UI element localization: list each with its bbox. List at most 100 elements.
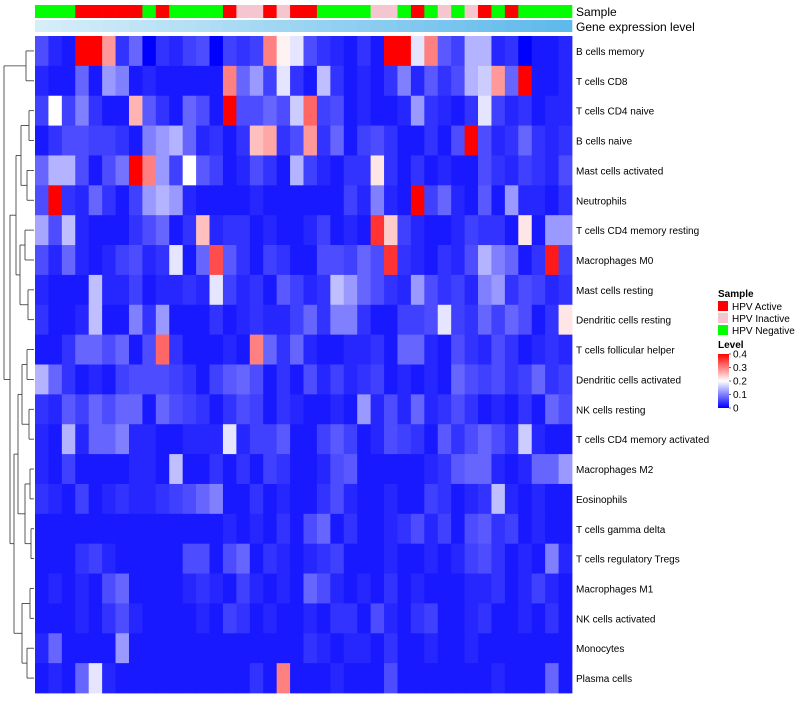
heatmap-cell — [155, 394, 170, 425]
heatmap-cell — [303, 603, 318, 634]
heatmap-cell — [451, 36, 465, 67]
heatmap-cell — [504, 424, 519, 455]
heatmap-cell — [384, 95, 398, 126]
sample-cell — [357, 5, 371, 18]
heatmap-cell — [61, 573, 76, 604]
heatmap-cell — [451, 155, 465, 186]
heatmap-cell — [75, 603, 90, 634]
heatmap-cell — [518, 603, 533, 634]
heatmap-cell — [424, 424, 439, 455]
heatmap-cell — [276, 513, 291, 545]
row-label: Plasma cells — [576, 674, 632, 685]
heatmap-cell — [155, 274, 170, 306]
heatmap-cell — [290, 274, 304, 306]
heatmap-cell — [290, 543, 304, 574]
heatmap-cell — [142, 185, 157, 216]
heatmap-cell — [222, 215, 237, 246]
heatmap-cell — [303, 364, 318, 395]
heatmap-cell — [196, 483, 210, 515]
heatmap-cell — [491, 274, 506, 306]
heatmap-cell — [424, 603, 439, 634]
heatmap-cell — [128, 245, 143, 276]
heatmap-cell — [128, 274, 143, 306]
heatmap-cell — [330, 454, 345, 485]
heatmap-cell — [222, 663, 237, 694]
heatmap-cell — [464, 483, 479, 515]
heatmap-cell — [48, 633, 63, 664]
heatmap-cell — [115, 245, 130, 276]
heatmap-cell — [182, 483, 197, 515]
heatmap-cell — [451, 334, 465, 365]
heatmap-cell — [531, 245, 546, 276]
heatmap-cell — [88, 543, 103, 574]
heatmap-cell — [464, 95, 479, 126]
heatmap-cell — [343, 95, 358, 126]
heatmap-cell — [518, 513, 533, 545]
heatmap-cell — [249, 245, 264, 276]
sample-cell — [424, 5, 439, 18]
heatmap-cell — [155, 95, 170, 126]
heatmap-cell — [504, 513, 519, 545]
heatmap-cell — [370, 543, 385, 574]
heatmap-cell — [61, 543, 76, 574]
level-tick-label: 0.1 — [733, 390, 747, 401]
heatmap-cell — [88, 125, 103, 156]
heatmap-cell — [330, 424, 345, 455]
heatmap-cell — [88, 454, 103, 485]
heatmap-cell — [504, 364, 519, 395]
heatmap-cell — [196, 36, 210, 67]
heatmap-cell — [222, 334, 237, 365]
heatmap-cell — [236, 603, 251, 634]
heatmap-cell — [75, 424, 90, 455]
heatmap-cell — [330, 573, 345, 604]
heatmap-cell — [102, 125, 116, 156]
heatmap-cell — [276, 155, 291, 186]
heatmap-cell — [384, 364, 398, 395]
heatmap-cell — [491, 633, 506, 664]
heatmap-cell — [504, 274, 519, 306]
heatmap-cell — [410, 95, 425, 126]
heatmap-cell — [478, 663, 492, 694]
heatmap-cell — [478, 215, 492, 246]
heatmap-cell — [263, 65, 278, 97]
heatmap-cell — [236, 185, 251, 216]
heatmap-cell — [128, 513, 143, 545]
heatmap-cell — [370, 334, 385, 365]
heatmap-cell — [343, 573, 358, 604]
heatmap-cell — [330, 245, 345, 276]
expression-cell — [437, 20, 452, 32]
heatmap-cell — [222, 454, 237, 485]
heatmap-cell — [410, 65, 425, 97]
heatmap-cell — [263, 304, 278, 336]
heatmap-cell — [370, 274, 385, 306]
heatmap-cell — [437, 125, 452, 156]
heatmap-cell — [115, 573, 130, 604]
heatmap-cell — [196, 334, 210, 365]
sample-cell — [518, 5, 533, 18]
heatmap-cell — [115, 95, 130, 126]
heatmap-cell — [491, 454, 506, 485]
heatmap-cell — [504, 304, 519, 336]
heatmap-cell — [88, 633, 103, 664]
heatmap-cell — [128, 394, 143, 425]
heatmap-cell — [397, 185, 412, 216]
heatmap-cell — [545, 633, 559, 664]
heatmap-cell — [424, 454, 439, 485]
heatmap-cell — [384, 245, 398, 276]
heatmap-cell — [343, 543, 358, 574]
level-colorbar — [718, 354, 729, 408]
heatmap-cell — [102, 394, 116, 425]
heatmap-cell — [48, 95, 63, 126]
heatmap-cell — [370, 36, 385, 67]
heatmap-cell — [330, 334, 345, 365]
heatmap-cell — [451, 424, 465, 455]
heatmap-cell — [196, 95, 210, 126]
heatmap-cell — [531, 663, 546, 694]
heatmap-cell — [464, 65, 479, 97]
heatmap-cell — [169, 663, 184, 694]
heatmap-cell — [478, 424, 492, 455]
heatmap-cell — [182, 543, 197, 574]
heatmap-cell — [276, 603, 291, 634]
heatmap-cell — [330, 364, 345, 395]
heatmap-cell — [370, 364, 385, 395]
